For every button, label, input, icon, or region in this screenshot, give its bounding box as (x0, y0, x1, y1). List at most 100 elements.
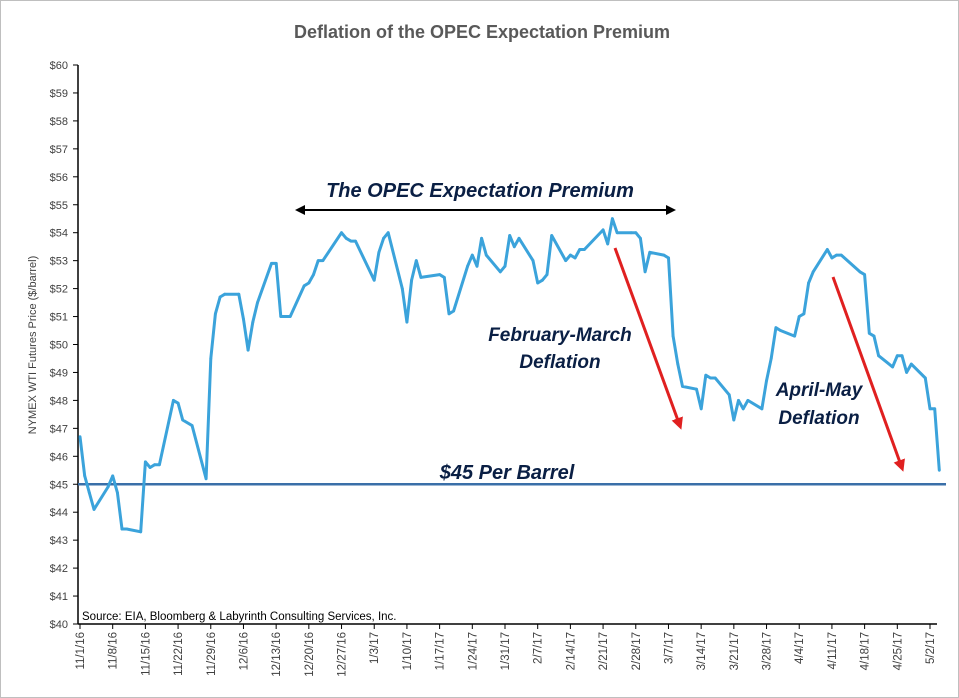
data-point (106, 485, 110, 489)
data-point (512, 245, 516, 249)
data-point (419, 276, 423, 279)
data-point (87, 491, 91, 494)
y-tick-label: $49 (50, 367, 68, 379)
data-point (400, 287, 404, 290)
april-may-label-line1: April-May (775, 380, 864, 401)
data-point (321, 259, 325, 262)
data-point (414, 259, 418, 262)
y-tick-label: $40 (50, 619, 68, 631)
x-tick-label: 11/8/16 (108, 632, 120, 670)
data-point (470, 253, 474, 257)
data-point (410, 278, 413, 282)
y-tick-label: $55 (50, 200, 68, 212)
x-tick-label: 2/7/17 (533, 632, 545, 664)
data-point (648, 250, 652, 254)
data-point (802, 312, 806, 316)
x-tick-label: 1/17/17 (435, 632, 447, 670)
data-point (872, 334, 876, 338)
data-point (498, 270, 502, 274)
data-point (125, 527, 129, 531)
data-point (242, 317, 245, 321)
data-point (779, 329, 782, 332)
y-axis-label: NYMEX WTI Futures Price ($/barrel) (27, 256, 39, 434)
data-point (517, 236, 521, 240)
x-tick-label: 11/29/16 (206, 632, 218, 676)
x-tick-label: 4/18/17 (860, 632, 872, 670)
x-tick-label: 3/28/17 (762, 632, 774, 670)
x-tick-label: 4/11/17 (827, 632, 839, 670)
data-point (891, 365, 894, 369)
data-point (214, 312, 217, 316)
x-tick-label: 2/21/17 (598, 632, 610, 670)
data-point (508, 234, 512, 237)
data-point (732, 418, 736, 422)
data-point (639, 236, 642, 240)
data-point (251, 320, 255, 324)
data-point (629, 231, 633, 235)
y-tick-label: $44 (50, 507, 68, 519)
data-point (583, 248, 586, 251)
data-point (172, 399, 175, 402)
data-point (769, 357, 773, 360)
y-tick-label: $56 (50, 172, 68, 184)
x-tick-label: 11/22/16 (173, 632, 185, 676)
data-point (858, 270, 862, 274)
x-tick-label: 5/2/17 (925, 632, 937, 664)
y-tick-label: $59 (50, 88, 68, 100)
x-tick-label: 3/21/17 (729, 632, 741, 670)
data-point (727, 393, 731, 397)
y-tick-label: $53 (50, 256, 68, 268)
data-point (503, 264, 507, 268)
y-tick-label: $45 (50, 479, 68, 491)
data-point (344, 236, 348, 240)
data-point (578, 248, 582, 251)
data-point (746, 399, 750, 402)
data-point (209, 357, 213, 360)
data-point (695, 387, 698, 391)
data-point (611, 217, 614, 221)
data-point (741, 407, 745, 411)
data-point (737, 399, 740, 402)
y-tick-label: $42 (50, 563, 68, 575)
y-tick-label: $51 (50, 312, 68, 324)
data-point (825, 248, 829, 251)
data-point (601, 228, 605, 232)
data-point (466, 264, 469, 268)
data-point (877, 354, 880, 358)
data-point (452, 309, 455, 313)
data-point (550, 234, 554, 237)
y-tick-label: $52 (50, 284, 68, 296)
data-point (237, 292, 241, 296)
data-point (774, 326, 778, 330)
april-may-deflation-arrow (831, 276, 905, 472)
data-point (288, 315, 292, 318)
x-tick-label: 3/7/17 (663, 632, 675, 664)
x-tick-label: 12/20/16 (304, 632, 316, 677)
reference-line-label: $45 Per Barrel (439, 462, 575, 484)
data-point (176, 401, 180, 405)
data-point (256, 301, 259, 304)
data-point (573, 256, 577, 260)
data-point (545, 273, 549, 276)
data-point (302, 284, 306, 288)
data-point (340, 231, 343, 235)
data-point (447, 312, 451, 316)
data-point (307, 281, 311, 285)
data-point (709, 376, 712, 380)
source-note: Source: EIA, Bloomberg & Labyrinth Consu… (82, 611, 397, 623)
x-tick-label: 12/27/16 (337, 632, 349, 677)
data-point (937, 468, 941, 472)
y-tick-label: $41 (50, 591, 68, 603)
data-point (116, 491, 119, 494)
data-point (120, 527, 124, 531)
data-point (284, 315, 287, 318)
data-point (139, 530, 143, 534)
april-may-label-line2: Deflation (778, 408, 859, 429)
x-tick-label: 12/13/16 (271, 632, 283, 677)
data-point (372, 278, 376, 282)
data-point (797, 315, 801, 318)
data-point (279, 315, 283, 318)
data-point (480, 236, 483, 240)
y-tick-label: $58 (50, 116, 68, 128)
